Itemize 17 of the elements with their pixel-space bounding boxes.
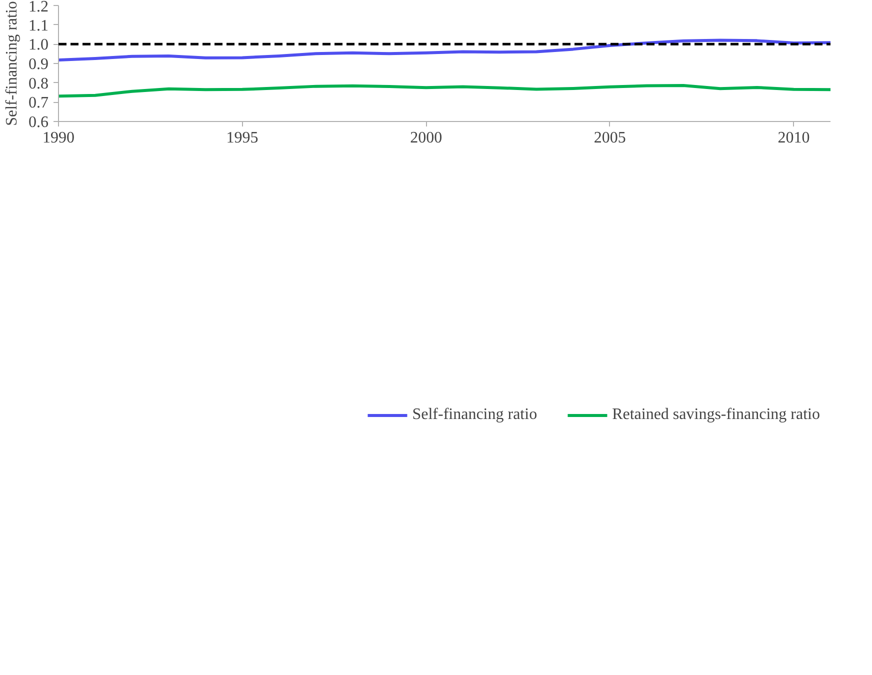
y-tick-label: 0.7	[28, 94, 48, 112]
legend-label: Retained savings-financing ratio	[612, 406, 820, 424]
y-tick-label: 0.9	[28, 56, 48, 73]
y-axis-title: Self-financing ratio	[4, 1, 20, 126]
y-tick-label: 1.2	[28, 0, 48, 16]
x-tick-label: 1990	[42, 130, 74, 146]
y-tick-label: 1.0	[28, 36, 48, 54]
x-tick-label: 2010	[778, 130, 810, 146]
y-tick-label: 1.1	[28, 17, 48, 34]
line-series	[58, 38, 830, 62]
x-tick-label: 2000	[410, 130, 442, 146]
legend-label: Self-financing ratio	[412, 406, 538, 424]
y-tick-label: 0.8	[28, 75, 48, 92]
x-tick-label: 1995	[226, 130, 258, 146]
line-series	[58, 84, 830, 98]
x-tick-label: 2005	[594, 130, 626, 146]
y-tick-label: 0.6	[28, 114, 48, 131]
